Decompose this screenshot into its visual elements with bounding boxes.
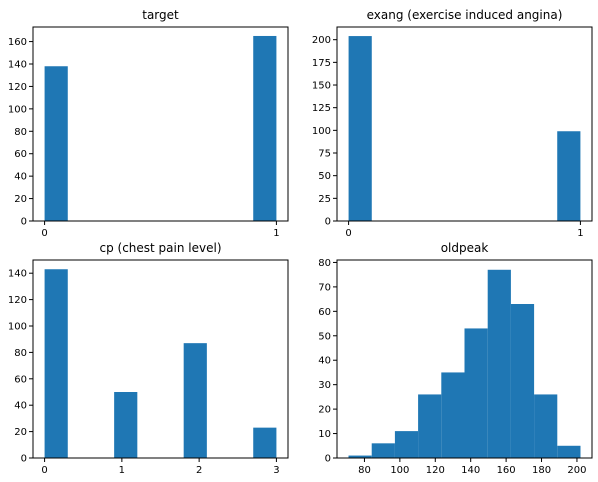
chart-title: oldpeak [441, 241, 489, 255]
x-tick-label: 80 [358, 465, 371, 476]
bar [183, 343, 207, 458]
y-tick-label: 70 [318, 282, 331, 293]
bar [44, 66, 68, 221]
bar [253, 427, 277, 458]
bar [394, 431, 419, 458]
x-tick-label: 160 [497, 465, 516, 476]
y-tick-label: 125 [312, 103, 331, 114]
chart-title: target [142, 8, 179, 22]
x-tick-label: 1 [273, 228, 279, 239]
x-tick-label: 100 [390, 465, 409, 476]
y-tick-label: 140 [8, 269, 27, 280]
bar [371, 443, 395, 458]
x-tick-label: 0 [345, 228, 351, 239]
y-tick-label: 80 [14, 127, 27, 138]
bar [510, 304, 535, 458]
bar [487, 269, 511, 458]
bar [253, 35, 277, 221]
x-tick-label: 200 [567, 465, 586, 476]
y-tick-label: 200 [312, 35, 331, 46]
y-tick-label: 50 [318, 171, 331, 182]
x-tick-label: 180 [532, 465, 551, 476]
y-tick-label: 20 [14, 194, 27, 205]
y-tick-label: 100 [8, 322, 27, 333]
axes-frame [336, 259, 593, 459]
x-tick-label: 1 [577, 228, 583, 239]
y-tick-label: 80 [14, 348, 27, 359]
y-tick-label: 10 [318, 429, 331, 440]
y-tick-label: 100 [8, 104, 27, 115]
bar [348, 455, 372, 458]
y-tick-label: 150 [312, 81, 331, 92]
bar [114, 392, 138, 458]
y-tick-label: 75 [318, 149, 331, 160]
x-tick-label: 1 [119, 465, 125, 476]
y-tick-label: 60 [14, 149, 27, 160]
y-tick-label: 120 [8, 82, 27, 93]
y-tick-label: 80 [318, 258, 331, 269]
bar [557, 131, 581, 221]
bar [418, 394, 442, 458]
x-tick-label: 0 [41, 228, 47, 239]
y-tick-label: 0 [21, 454, 27, 465]
y-tick-label: 160 [8, 37, 27, 48]
chart-title: exang (exercise induced angina) [367, 8, 563, 22]
x-tick-label: 140 [461, 465, 480, 476]
x-tick-label: 120 [426, 465, 445, 476]
panel-cp: cp (chest pain level) 0 1 2 3 0 20 40 60 80 100 120… [8, 241, 289, 476]
panel-exang: exang (exercise induced angina) 0 1 0 25 50 75… [312, 8, 593, 239]
y-tick-label: 40 [14, 401, 27, 412]
bar [534, 394, 558, 458]
x-tick-label: 2 [196, 465, 202, 476]
y-tick-label: 0 [21, 217, 27, 228]
x-tick-label: 3 [273, 465, 279, 476]
y-tick-label: 100 [312, 126, 331, 137]
y-tick-label: 40 [14, 172, 27, 183]
bar [441, 372, 465, 458]
y-tick-label: 0 [325, 217, 331, 228]
chart-title: cp (chest pain level) [99, 241, 221, 255]
y-tick-label: 140 [8, 60, 27, 71]
y-tick-label: 60 [318, 307, 331, 318]
y-tick-label: 25 [318, 194, 331, 205]
y-tick-label: 175 [312, 58, 331, 69]
bar [348, 36, 372, 221]
panel-oldpeak: oldpeak 80 100 120 140 160 180 200 0 10 20 30 40 50 60… [318, 241, 593, 476]
y-tick-label: 60 [14, 374, 27, 385]
y-tick-label: 30 [318, 380, 331, 391]
x-tick-label: 0 [41, 465, 47, 476]
y-tick-label: 20 [14, 427, 27, 438]
y-tick-label: 50 [318, 331, 331, 342]
axes-frame [32, 259, 289, 459]
axes-frame [336, 26, 593, 222]
y-tick-label: 120 [8, 295, 27, 306]
y-tick-label: 0 [325, 454, 331, 465]
bar [557, 445, 581, 458]
y-tick-label: 20 [318, 405, 331, 416]
bar [464, 328, 488, 458]
bar [44, 269, 68, 458]
y-tick-label: 40 [318, 356, 331, 367]
axes-frame [32, 26, 289, 222]
